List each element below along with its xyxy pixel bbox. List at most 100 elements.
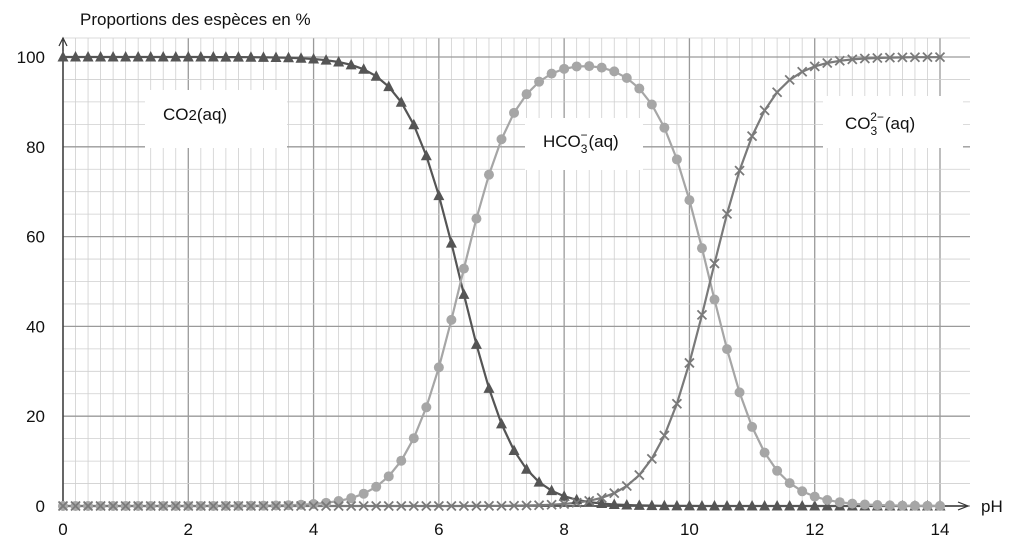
species-label-box — [525, 118, 643, 170]
data-point — [308, 500, 319, 512]
species-label: CO32−(aq) — [845, 110, 915, 138]
data-point — [371, 500, 382, 512]
data-point — [784, 478, 795, 489]
data-point — [884, 52, 896, 63]
data-point — [446, 314, 457, 325]
data-point — [446, 500, 457, 512]
data-point — [659, 122, 670, 133]
data-point — [609, 488, 620, 499]
data-point — [596, 497, 608, 509]
data-point — [445, 237, 457, 248]
species-label-box — [823, 96, 963, 148]
data-point — [320, 500, 332, 512]
data-point — [897, 500, 908, 511]
data-point — [609, 66, 620, 77]
data-point — [859, 53, 870, 64]
data-point — [258, 500, 269, 512]
y-tick-label: 80 — [26, 138, 45, 157]
data-point — [559, 498, 570, 510]
data-point — [508, 500, 520, 511]
data-point — [571, 61, 582, 72]
data-point — [784, 74, 795, 86]
data-point — [633, 499, 645, 510]
data-point — [646, 453, 657, 464]
data-point — [809, 499, 821, 511]
data-point — [270, 51, 282, 63]
data-point — [584, 495, 595, 506]
data-point — [709, 294, 720, 305]
data-point — [721, 499, 733, 511]
data-point — [559, 63, 570, 74]
x-tick-label: 0 — [58, 520, 67, 539]
data-point — [245, 51, 257, 62]
data-point — [696, 243, 707, 254]
data-point — [82, 51, 94, 62]
data-point — [934, 51, 946, 63]
data-point — [621, 499, 633, 510]
data-point — [458, 500, 470, 512]
data-point — [158, 500, 169, 512]
data-point — [133, 500, 144, 512]
data-point — [533, 500, 545, 511]
y-axis-title: Proportions des espèces en % — [80, 10, 311, 29]
data-point — [571, 493, 583, 505]
data-point — [822, 57, 833, 69]
data-point — [471, 213, 482, 224]
data-point — [458, 288, 470, 299]
data-point — [358, 63, 370, 74]
data-point — [734, 499, 746, 511]
data-point — [220, 51, 232, 62]
data-point — [345, 58, 357, 70]
data-point — [546, 68, 557, 79]
data-point — [722, 344, 733, 355]
x-tick-label: 8 — [559, 520, 568, 539]
data-point — [771, 87, 783, 98]
data-point — [207, 51, 219, 62]
data-point — [546, 499, 557, 510]
data-point — [257, 51, 269, 62]
data-point — [797, 486, 808, 497]
data-point — [759, 447, 770, 458]
data-point — [120, 51, 132, 62]
data-point — [646, 499, 658, 511]
data-point — [408, 118, 420, 130]
data-point — [183, 500, 194, 512]
data-point — [847, 54, 858, 65]
data-point — [395, 96, 407, 107]
data-point — [157, 51, 169, 62]
data-point — [433, 189, 445, 201]
data-point — [458, 263, 469, 274]
data-point — [283, 500, 294, 512]
data-point — [321, 497, 332, 508]
data-point — [333, 496, 344, 507]
data-point — [872, 52, 883, 64]
data-point — [95, 500, 106, 512]
data-point — [120, 500, 131, 512]
data-point — [233, 500, 244, 512]
data-point — [621, 480, 632, 492]
data-point — [821, 500, 833, 511]
data-point — [784, 499, 796, 511]
data-point — [684, 195, 695, 206]
data-point — [521, 89, 532, 100]
data-point — [935, 500, 945, 511]
x-tick-label: 2 — [184, 520, 193, 539]
data-point — [746, 130, 758, 142]
data-point — [496, 417, 507, 429]
data-point — [797, 66, 808, 77]
data-point — [107, 500, 119, 512]
y-axis-arrow — [58, 36, 68, 47]
data-point — [671, 154, 682, 165]
y-tick-label: 0 — [36, 497, 45, 516]
data-point — [734, 387, 745, 398]
data-point — [195, 51, 207, 62]
data-point — [509, 107, 520, 118]
data-point — [471, 500, 482, 512]
data-point — [483, 169, 494, 180]
data-point — [333, 55, 345, 67]
species-labels: CO2(aq) HCO3−(aq) CO32−(aq) — [145, 90, 963, 170]
data-point — [721, 208, 733, 220]
data-point — [308, 52, 320, 64]
data-point — [396, 500, 407, 512]
